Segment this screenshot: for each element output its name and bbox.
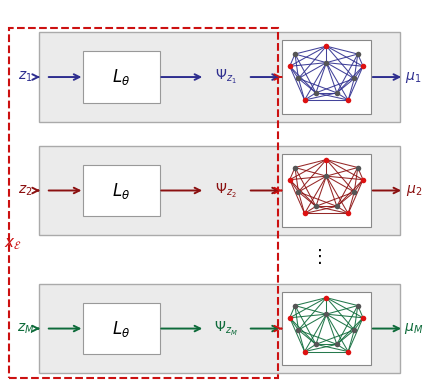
FancyBboxPatch shape <box>83 51 159 103</box>
Text: $z_M$: $z_M$ <box>17 321 34 336</box>
Text: $\mu_2$: $\mu_2$ <box>405 183 421 198</box>
Text: $\Psi_{z_1}$: $\Psi_{z_1}$ <box>215 68 237 86</box>
Text: $\mu_M$: $\mu_M$ <box>403 321 422 336</box>
FancyBboxPatch shape <box>281 40 370 114</box>
Text: $\mu_1$: $\mu_1$ <box>405 70 421 85</box>
Text: $\Psi_{z_2}$: $\Psi_{z_2}$ <box>215 181 237 200</box>
Text: $z_1$: $z_1$ <box>18 70 32 84</box>
FancyBboxPatch shape <box>83 303 159 354</box>
Text: $z_2$: $z_2$ <box>18 183 32 198</box>
Text: $L_\theta$: $L_\theta$ <box>112 319 130 339</box>
FancyBboxPatch shape <box>83 165 159 216</box>
FancyBboxPatch shape <box>39 32 399 122</box>
Text: $\Psi_{z_M}$: $\Psi_{z_M}$ <box>214 320 237 338</box>
FancyBboxPatch shape <box>39 146 399 235</box>
FancyBboxPatch shape <box>281 292 370 365</box>
Text: $L_\theta$: $L_\theta$ <box>112 67 130 87</box>
Text: $x_{\mathcal{E}}$: $x_{\mathcal{E}}$ <box>4 236 21 251</box>
FancyBboxPatch shape <box>39 284 399 373</box>
Text: $\vdots$: $\vdots$ <box>309 247 321 266</box>
FancyBboxPatch shape <box>281 154 370 227</box>
Text: $L_\theta$: $L_\theta$ <box>112 181 130 200</box>
